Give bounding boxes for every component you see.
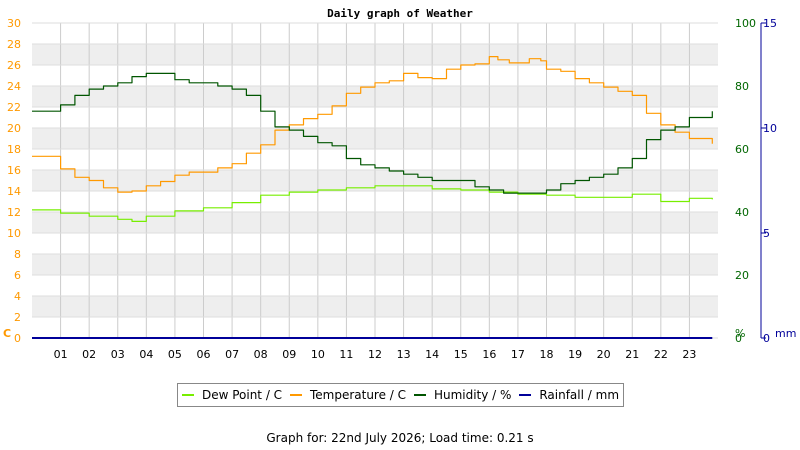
humidity-tick-label: 0 <box>735 332 742 345</box>
chart-title: Daily graph of Weather <box>327 7 473 20</box>
rainfall-axis-unit: mm <box>775 327 796 340</box>
hour-tick-label: 12 <box>368 348 382 361</box>
legend-item-humidity: Humidity / % <box>413 388 512 402</box>
series-line-humidity <box>32 72 713 194</box>
rainfall-tick-label: 0 <box>763 332 770 345</box>
rainfall-tick-label: 5 <box>763 227 770 240</box>
vertical-gridlines <box>60 23 690 338</box>
legend-label-temperature: Temperature / C <box>309 388 407 402</box>
legend-item-dew-point: Dew Point / C <box>181 388 283 402</box>
hour-tick-label: 06 <box>197 348 211 361</box>
hour-tick-label: 02 <box>82 348 96 361</box>
legend-label-humidity: Humidity / % <box>433 388 512 402</box>
legend-swatch-rainfall <box>519 394 532 396</box>
temperature-tick-label: 0 <box>14 332 21 345</box>
weather-chart: Daily graph of Weather 02468101214161820… <box>3 7 796 361</box>
legend-label-rainfall: Rainfall / mm <box>539 388 620 402</box>
hour-axis-ticks: 01 02 03 04 05 06 07 08 09 10 11 12 13 14 15 16 17 18 19 20… <box>54 348 697 361</box>
hour-tick-label: 16 <box>482 348 496 361</box>
temperature-tick-label: 20 <box>7 122 21 135</box>
legend-label-dew-point: Dew Point / C <box>201 388 283 402</box>
humidity-tick-label: 40 <box>735 206 749 219</box>
series-lines <box>32 56 713 339</box>
temperature-tick-label: 4 <box>14 290 21 303</box>
hour-tick-label: 22 <box>654 348 668 361</box>
temperature-axis-unit: C <box>3 327 11 340</box>
hour-tick-label: 15 <box>454 348 468 361</box>
temperature-tick-label: 26 <box>7 59 21 72</box>
series-line-temperature <box>32 56 713 193</box>
hour-tick-label: 19 <box>568 348 582 361</box>
humidity-tick-label: 20 <box>735 269 749 282</box>
hour-tick-label: 01 <box>54 348 68 361</box>
hour-tick-label: 05 <box>168 348 182 361</box>
chart-legend: Dew Point / C Temperature / C Humidity /… <box>177 383 624 407</box>
humidity-tick-label: 80 <box>735 80 749 93</box>
hour-tick-label: 07 <box>225 348 239 361</box>
series-line-dew <box>32 185 713 222</box>
hour-tick-label: 21 <box>625 348 639 361</box>
temperature-tick-label: 14 <box>7 185 21 198</box>
legend-item-temperature: Temperature / C <box>289 388 407 402</box>
hour-tick-label: 09 <box>282 348 296 361</box>
rainfall-tick-label: 15 <box>763 17 777 30</box>
humidity-tick-label: 100 <box>735 17 756 30</box>
humidity-axis-ticks: 0 20 40 60 80 100 <box>735 17 756 345</box>
temperature-tick-label: 28 <box>7 38 21 51</box>
legend-item-rainfall: Rainfall / mm <box>519 388 619 402</box>
legend-swatch-dew-point <box>181 394 194 396</box>
hour-tick-label: 17 <box>511 348 525 361</box>
humidity-axis-unit: % <box>735 327 745 340</box>
temperature-tick-label: 2 <box>14 311 21 324</box>
hour-tick-label: 14 <box>425 348 439 361</box>
hour-tick-label: 03 <box>111 348 125 361</box>
temperature-tick-label: 10 <box>7 227 21 240</box>
legend-swatch-temperature <box>289 394 302 396</box>
temperature-tick-label: 16 <box>7 164 21 177</box>
hour-tick-label: 10 <box>311 348 325 361</box>
hour-tick-label: 23 <box>682 348 696 361</box>
temperature-tick-label: 22 <box>7 101 21 114</box>
hour-tick-label: 18 <box>540 348 554 361</box>
temperature-tick-label: 30 <box>7 17 21 30</box>
rainfall-axis-ticks: 0 5 10 15 <box>761 17 777 345</box>
hour-tick-label: 08 <box>254 348 268 361</box>
temperature-tick-label: 24 <box>7 80 21 93</box>
temperature-tick-label: 6 <box>14 269 21 282</box>
legend-swatch-humidity <box>413 394 426 396</box>
temperature-tick-label: 12 <box>7 206 21 219</box>
hour-tick-label: 11 <box>339 348 353 361</box>
hour-tick-label: 04 <box>139 348 153 361</box>
hour-tick-label: 13 <box>397 348 411 361</box>
humidity-tick-label: 60 <box>735 143 749 156</box>
footer-status: Graph for: 22nd July 2026; Load time: 0.… <box>266 431 534 445</box>
temperature-tick-label: 18 <box>7 143 21 156</box>
hour-tick-label: 20 <box>597 348 611 361</box>
temperature-tick-label: 8 <box>14 248 21 261</box>
rainfall-tick-label: 10 <box>763 122 777 135</box>
